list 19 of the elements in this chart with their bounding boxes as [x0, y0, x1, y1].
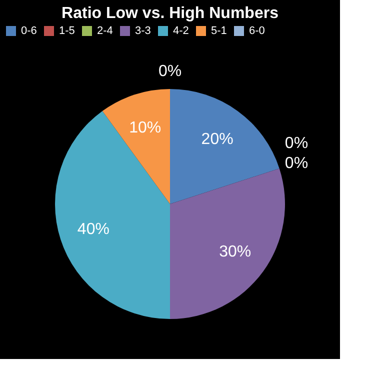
data-label: 20%	[201, 130, 234, 148]
data-label: 40%	[77, 220, 110, 238]
pie-slice	[170, 168, 285, 319]
legend-label: 4-2	[173, 25, 189, 37]
text: 0%	[284, 154, 308, 172]
pie-slice	[170, 89, 280, 204]
text: 0%	[158, 63, 182, 80]
text: 0%	[284, 134, 308, 152]
legend-label: 6-0	[249, 25, 265, 37]
pie-slice	[55, 110, 170, 319]
legend-label: 0-6	[21, 25, 37, 37]
chart-title: Ratio Low vs. High Numbers	[62, 5, 279, 22]
pie-slice	[102, 89, 170, 204]
legend-label: 3-3	[135, 25, 151, 37]
legend-label: 2-4	[97, 25, 113, 37]
data-label: 10%	[129, 119, 162, 136]
data-label: 30%	[219, 243, 252, 260]
legend-label: 5-1	[211, 25, 227, 37]
legend-label: 1-5	[59, 25, 75, 37]
